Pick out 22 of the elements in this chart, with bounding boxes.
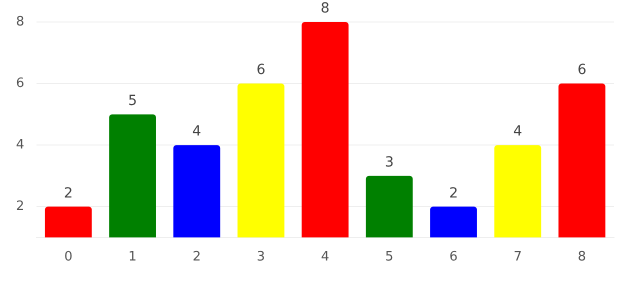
x-tick-label: 6 xyxy=(449,250,458,265)
data-label: 4 xyxy=(513,124,522,140)
data-label: 3 xyxy=(384,154,394,170)
data-label: 8 xyxy=(320,0,330,17)
data-label: 2 xyxy=(449,185,458,202)
y-tick-label: 2 xyxy=(16,199,24,214)
x-tick-label: 2 xyxy=(192,250,201,265)
data-label: 5 xyxy=(128,92,138,109)
x-tick-label: 8 xyxy=(578,250,586,265)
data-label: 6 xyxy=(577,62,586,78)
data-label: 6 xyxy=(256,62,266,78)
x-tick-label: 7 xyxy=(514,250,522,265)
y-tick-label: 4 xyxy=(16,137,24,152)
y-tick-label: 6 xyxy=(16,76,24,91)
x-tick-label: 4 xyxy=(320,250,330,265)
data-label: 4 xyxy=(192,124,202,140)
y-tick-label: 8 xyxy=(16,14,24,30)
x-tick-label: 5 xyxy=(385,250,394,265)
x-tick-label: 3 xyxy=(256,250,266,265)
x-tick-label: 0 xyxy=(64,250,73,265)
x-tick-label: 1 xyxy=(128,250,137,265)
data-label: 2 xyxy=(64,185,73,202)
